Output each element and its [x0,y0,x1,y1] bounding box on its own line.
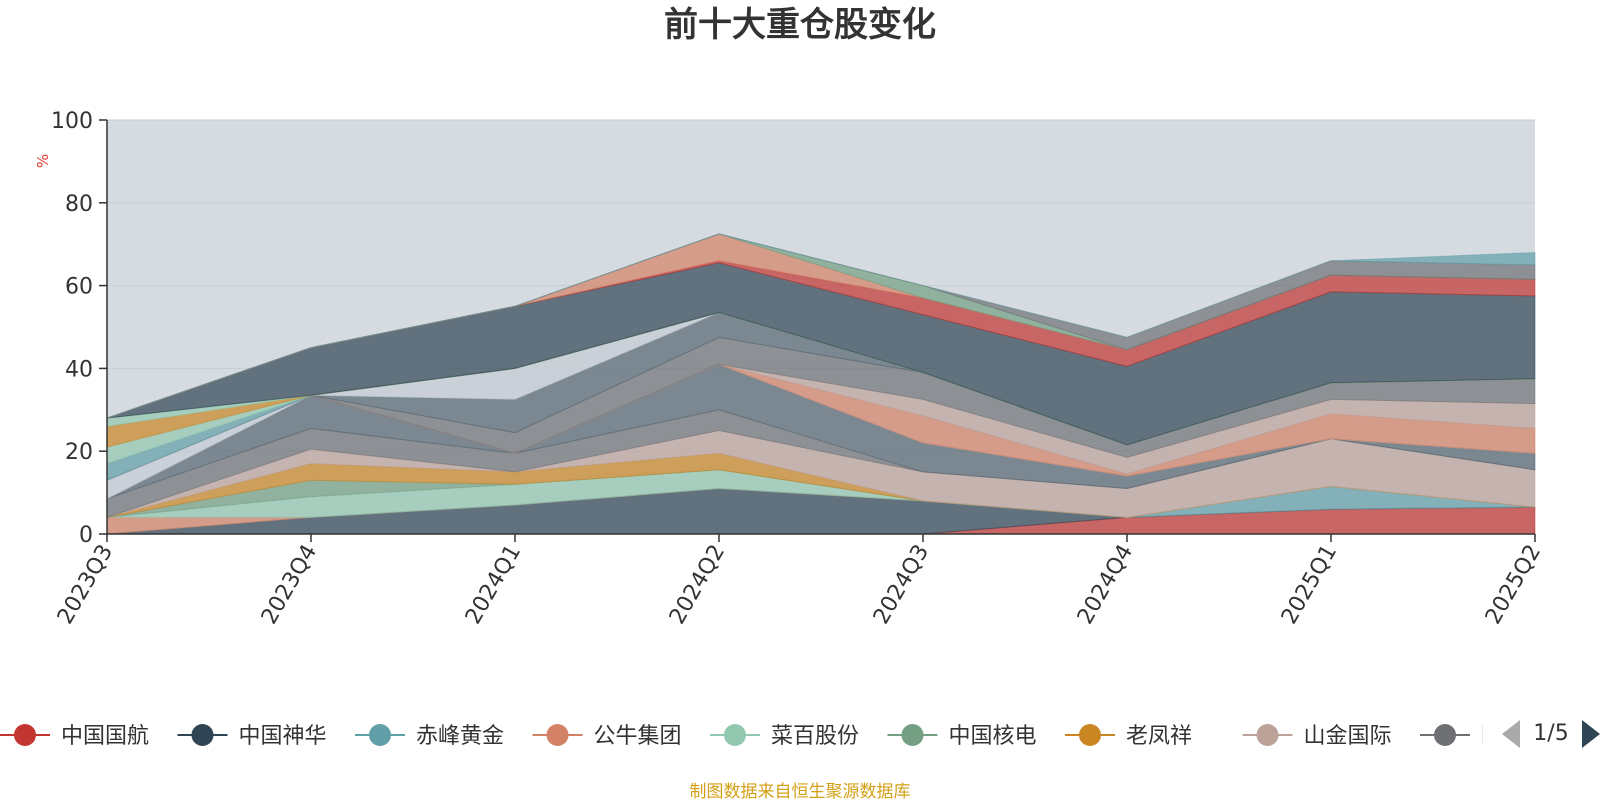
legend-pager: 1/5 [1502,720,1600,748]
legend-marker-icon [369,724,391,746]
area-series-石头科技 [106,233,1536,419]
legend-marker-icon [724,724,746,746]
legend-item[interactable]: 中国核电 [887,724,1037,749]
x-tick-label: 2025Q1 [1277,541,1342,629]
data-source-note: 制图数据来自恒生聚源数据库 [689,782,911,802]
legend-next-page-arrow-icon[interactable] [1582,720,1600,748]
y-tick-label: 40 [65,357,93,382]
legend-label: 菜百股份 [771,724,859,749]
y-axis-label: % [34,154,52,168]
legend-item[interactable]: 老凤祥 [1065,724,1192,749]
y-tick-label: 0 [79,523,93,548]
legend-item[interactable]: 中国国航 [0,724,149,749]
x-tick-label: 2024Q4 [1073,541,1138,629]
legend-item[interactable]: 山金国际 [1242,724,1392,749]
legend-label: 中国国航 [61,724,149,749]
legend-page-indicator: 1/5 [1533,721,1568,746]
legend-label: 公牛集团 [594,724,682,749]
legend-marker-icon [901,724,924,746]
x-tick-label: 2024Q3 [869,541,934,629]
legend: 中国国航 中国神华 赤峰黄金 公牛集团 菜百股份 中国核电 老凤祥 山金国际 国电南瑞 [0,724,1569,749]
x-tick-label: 2024Q1 [461,541,526,629]
x-tick-label: 2024Q2 [665,541,730,629]
chart-title: 前十大重仓股变化 [664,5,936,45]
legend-label: 中国神华 [239,724,327,749]
legend-marker-icon [191,724,214,746]
legend-marker-icon [546,724,569,746]
legend-marker-icon [1256,724,1279,746]
y-tick-label: 80 [65,192,93,217]
legend-item[interactable]: 国电南瑞 [1420,724,1569,749]
legend-label: 国电南瑞 [1481,724,1569,749]
legend-marker-icon [1079,724,1101,746]
legend-item[interactable]: 中国神华 [177,724,327,749]
y-tick-label: 100 [51,109,93,134]
legend-prev-page-arrow-icon[interactable] [1502,720,1520,748]
x-tick-label: 2025Q2 [1481,541,1546,629]
y-tick-label: 20 [65,440,93,465]
legend-label: 赤峰黄金 [416,724,504,749]
y-tick-label: 60 [65,275,93,300]
legend-label: 中国核电 [949,724,1037,749]
legend-items: 中国国航 中国神华 赤峰黄金 公牛集团 菜百股份 中国核电 老凤祥 山金国际 国电南瑞 [0,724,1569,749]
legend-marker-icon [1434,724,1456,746]
legend-item[interactable]: 公牛集团 [532,724,682,749]
legend-label: 老凤祥 [1126,724,1192,749]
x-tick-label: 2023Q3 [53,541,118,629]
legend-label: 山金国际 [1304,724,1392,749]
legend-item[interactable]: 菜百股份 [710,724,859,749]
x-tick-label: 2023Q4 [257,541,322,629]
series-areas [106,233,1536,535]
legend-item[interactable]: 赤峰黄金 [355,724,504,749]
legend-marker-icon [14,724,36,746]
